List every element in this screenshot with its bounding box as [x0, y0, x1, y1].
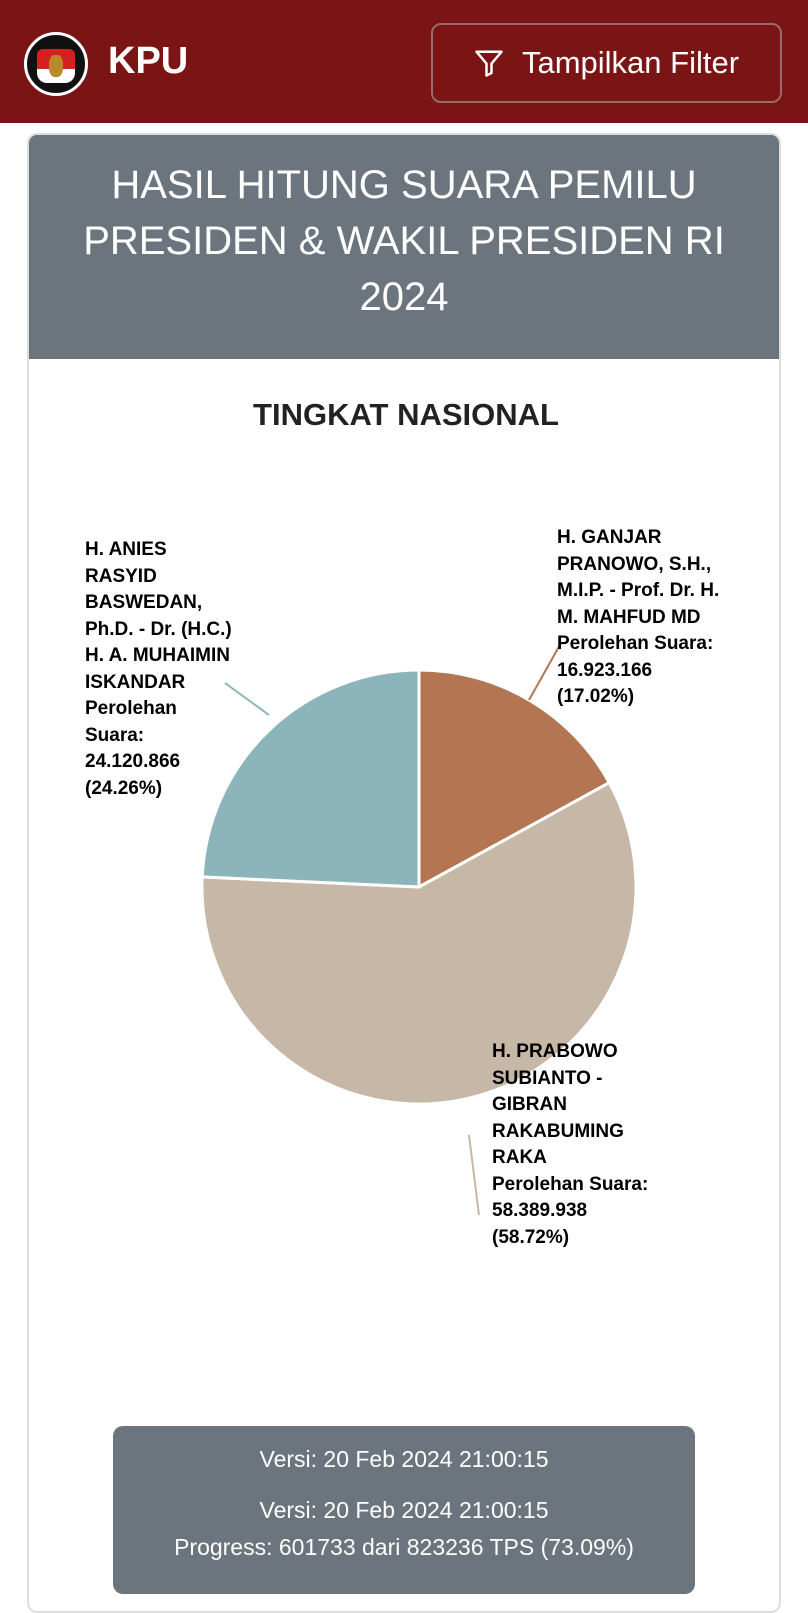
version-line-1: Versi: 20 Feb 2024 21:00:15 [259, 1446, 549, 1472]
leader-line [528, 642, 562, 701]
slice-ganjar[interactable] [417, 668, 612, 890]
results-card: HASIL HITUNG SUARA PEMILU PRESIDEN & WAK… [27, 133, 781, 1613]
label-prabowo: H. PRABOWO SUBIANTO - GIBRAN RAKABUMING … [492, 1041, 649, 1248]
pie-chart [200, 642, 638, 1216]
chart-subtitle: TINGKAT NASIONAL [253, 397, 559, 432]
funnel-icon [475, 50, 503, 77]
show-filter-button[interactable]: Tampilkan Filter [431, 23, 782, 103]
navbar: KPU Tampilkan Filter [0, 0, 808, 123]
leader-line [224, 682, 270, 716]
progress-line: Progress: 601733 dari 823236 TPS (73.09%… [174, 1534, 634, 1560]
version-info: Versi: 20 Feb 2024 21:00:15 Versi: 20 Fe… [113, 1426, 695, 1594]
version-line-2: Versi: 20 Feb 2024 21:00:15 [259, 1497, 549, 1523]
card-title: HASIL HITUNG SUARA PEMILU PRESIDEN & WAK… [29, 135, 779, 359]
slice-anies[interactable] [200, 668, 421, 889]
leader-line [468, 1134, 480, 1216]
label-anies: H. ANIES RASYID BASWEDAN, Ph.D. - Dr. (H… [85, 539, 232, 799]
filter-label: Tampilkan Filter [521, 45, 740, 80]
brand-name[interactable]: KPU [108, 40, 189, 82]
label-ganjar: H. GANJAR PRANOWO, S.H., M.I.P. - Prof. … [557, 527, 720, 707]
slice-prabowo[interactable] [200, 780, 638, 1106]
kpu-logo[interactable] [24, 32, 88, 96]
